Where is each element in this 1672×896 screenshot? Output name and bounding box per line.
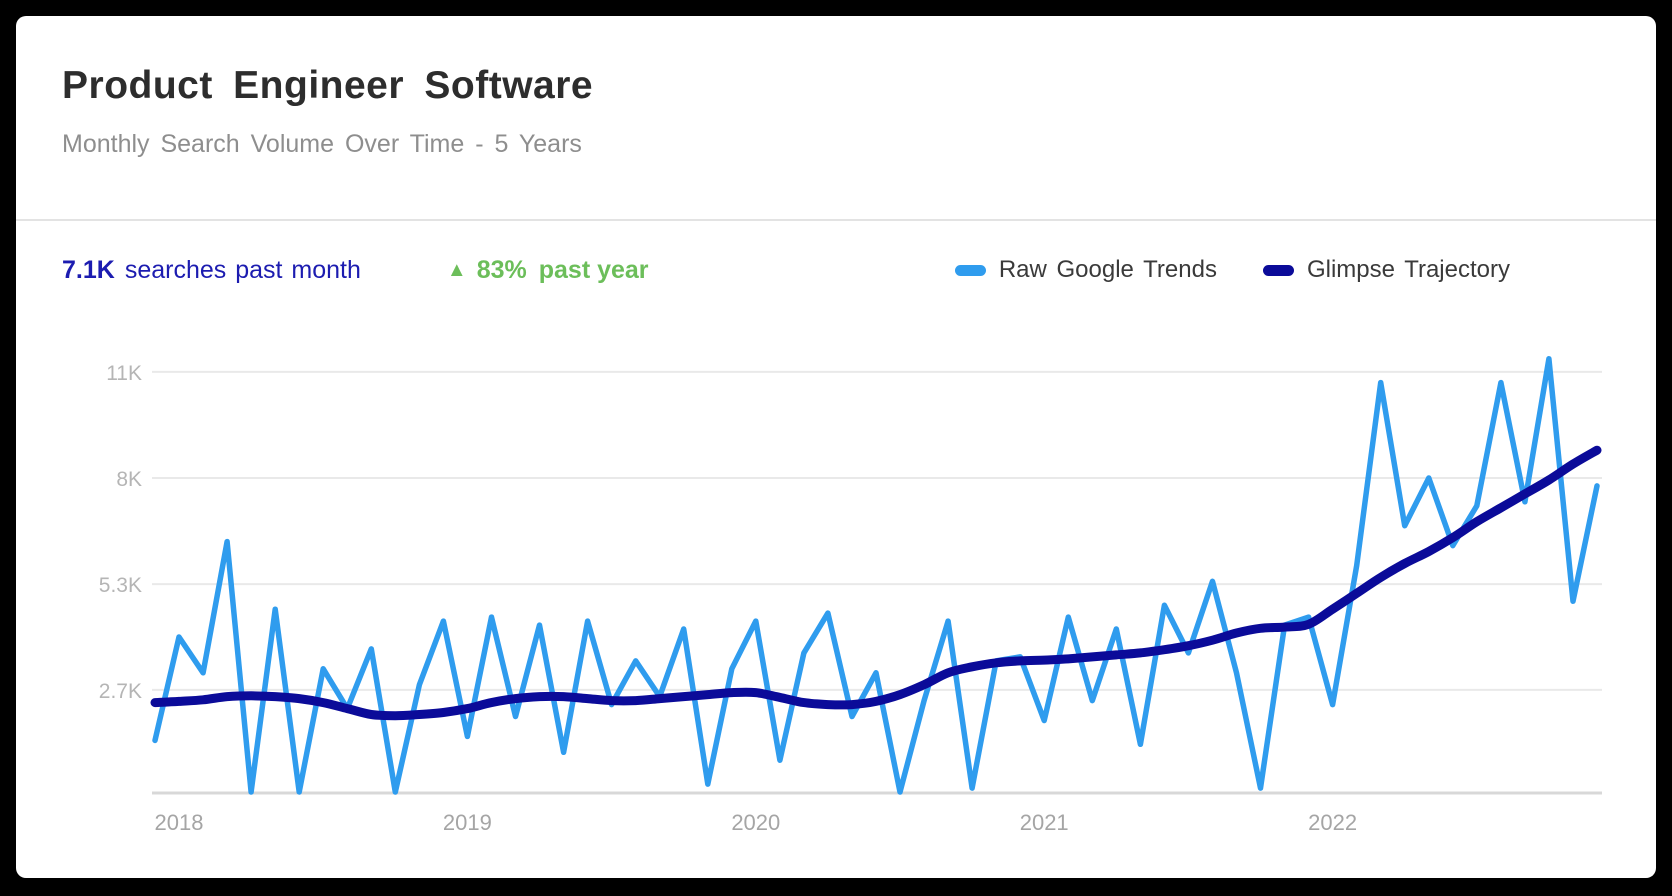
page-title: Product Engineer Software <box>62 64 594 107</box>
up-triangle-icon: ▲ <box>446 259 467 281</box>
chart-canvas[interactable]: 11K 8K 5.3K 2.7K 2018 2019 2020 2021 2022 <box>16 326 1656 871</box>
legend-item-glimpse-trajectory[interactable]: Glimpse Trajectory <box>1262 256 1510 284</box>
series-glimpse-trajectory <box>150 445 1602 721</box>
x-axis-tick-label: 2021 <box>1020 810 1069 835</box>
legend-label-trajectory: Glimpse Trajectory <box>1306 256 1510 283</box>
x-axis-tick-label: 2020 <box>731 810 780 835</box>
page-subtitle: Monthly Search Volume Over Time - 5 Year… <box>62 130 582 158</box>
legend-swatch-trajectory-icon <box>1262 264 1294 276</box>
y-axis-tick-label: 5.3K <box>99 574 142 597</box>
trend-value: 83% <box>476 255 527 284</box>
x-axis-tick-label: 2018 <box>155 810 204 835</box>
chart-legend: Raw Google Trends Glimpse Trajectory <box>954 254 1510 286</box>
y-axis-tick-label: 2.7K <box>99 680 142 703</box>
legend-label-raw: Raw Google Trends <box>998 256 1217 283</box>
trend-stat: ▲ 83% past year <box>447 256 649 285</box>
x-axis-tick-label: 2022 <box>1308 810 1357 835</box>
searches-value: 7.1K <box>62 255 115 284</box>
trend-label: past year <box>538 255 649 284</box>
chart-area: 11K 8K 5.3K 2.7K 2018 2019 2020 2021 2022 <box>16 326 1656 871</box>
searches-label: searches past month <box>124 255 361 284</box>
legend-item-raw-google-trends[interactable]: Raw Google Trends <box>954 256 1217 284</box>
stats-row: 7.1K searches past month ▲ 83% past year <box>62 254 649 286</box>
y-axis-tick-label: 11K <box>106 362 142 385</box>
header-divider <box>16 219 1656 221</box>
legend-swatch-raw-icon <box>954 264 986 276</box>
chart-card: Product Engineer Software Monthly Search… <box>16 16 1656 878</box>
y-axis-tick-label: 8K <box>116 468 142 491</box>
series-raw-google-trends <box>152 356 1600 795</box>
x-axis-tick-label: 2019 <box>443 810 492 835</box>
